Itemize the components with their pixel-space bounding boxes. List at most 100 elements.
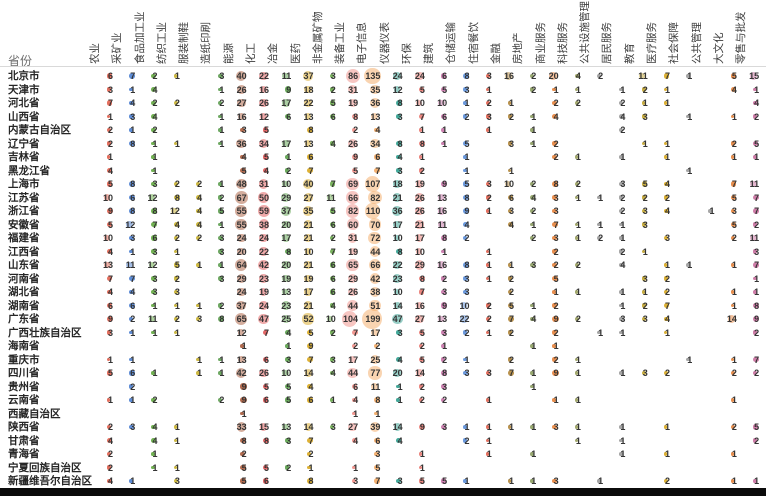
value-label: 19 xyxy=(281,273,292,284)
value-label: 14 xyxy=(303,368,314,378)
value-dot xyxy=(106,478,112,484)
value-label: 27 xyxy=(414,314,425,324)
value-label: 2 xyxy=(531,71,537,81)
value-label: 1 xyxy=(107,111,113,122)
value-label: 5 xyxy=(330,206,336,216)
value-label: 9 xyxy=(442,300,448,311)
value-dot xyxy=(730,87,736,92)
value-dot xyxy=(370,84,380,95)
value-dot xyxy=(396,330,401,335)
value-dot xyxy=(173,141,178,146)
value-dot xyxy=(418,128,423,132)
value-label: 4 xyxy=(152,111,158,122)
value-dot xyxy=(282,72,289,80)
value-dot xyxy=(418,289,425,295)
value-label: 1 xyxy=(219,354,225,365)
value-dot xyxy=(752,208,759,214)
value-label: 2 xyxy=(419,395,425,405)
value-dot xyxy=(641,303,646,308)
value-dot xyxy=(240,127,246,133)
value-label: 2 xyxy=(642,84,648,95)
value-label: 8 xyxy=(130,179,136,189)
value-dot xyxy=(374,411,378,416)
value-dot xyxy=(752,479,757,483)
value-dot xyxy=(596,235,602,241)
value-label: 11 xyxy=(125,260,136,270)
value-dot xyxy=(619,330,623,335)
value-label: 26 xyxy=(258,368,269,378)
row-label: 甘肃省 xyxy=(8,434,40,447)
value-label: 3 xyxy=(464,368,470,378)
value-label: 19 xyxy=(348,246,359,257)
value-dot xyxy=(369,299,381,312)
value-label: 77 xyxy=(370,368,381,378)
value-dot xyxy=(281,192,291,203)
value-label: 1 xyxy=(731,300,737,311)
value-dot xyxy=(663,425,668,429)
value-dot xyxy=(151,397,156,403)
value-dot xyxy=(129,181,135,187)
value-label: 2 xyxy=(464,233,470,243)
value-dot xyxy=(396,398,401,402)
value-dot xyxy=(303,71,314,81)
value-dot xyxy=(552,181,559,187)
value-label: 4 xyxy=(664,206,670,216)
value-label: 16 xyxy=(258,84,269,95)
value-dot xyxy=(619,87,623,92)
value-label: 7 xyxy=(130,273,136,284)
value-dot xyxy=(552,303,557,308)
value-label: 7 xyxy=(107,273,113,284)
value-dot xyxy=(258,138,269,149)
column-header: 化工 xyxy=(244,43,257,64)
value-dot xyxy=(351,411,356,416)
value-dot xyxy=(307,384,313,389)
value-label: 5 xyxy=(107,368,113,378)
value-dot xyxy=(507,263,512,267)
value-label: 3 xyxy=(509,138,515,149)
value-label: 16 xyxy=(504,71,515,81)
value-dot xyxy=(329,181,336,187)
value-label: 16 xyxy=(236,111,247,122)
value-dot xyxy=(530,208,535,214)
value-dot xyxy=(304,113,312,120)
value-label: 23 xyxy=(392,273,403,284)
value-label: 1 xyxy=(620,300,626,311)
value-label: 2 xyxy=(241,449,247,459)
value-dot xyxy=(619,222,623,227)
value-label: 1 xyxy=(419,125,425,135)
value-label: 10 xyxy=(102,192,113,203)
value-label: 2 xyxy=(553,260,559,270)
value-dot xyxy=(374,451,379,457)
value-label: 3 xyxy=(642,273,648,284)
value-dot xyxy=(505,180,512,188)
value-label: 6 xyxy=(286,111,292,122)
value-label: 3 xyxy=(219,233,225,243)
value-dot xyxy=(530,344,534,348)
value-dot xyxy=(369,421,381,433)
value-dot xyxy=(329,113,336,120)
value-label: 3 xyxy=(442,422,448,432)
value-label: 2 xyxy=(620,206,626,216)
value-label: 2 xyxy=(464,327,470,338)
value-dot xyxy=(329,303,335,308)
value-label: 5 xyxy=(419,327,425,338)
value-label: 6 xyxy=(263,395,269,405)
value-dot xyxy=(129,302,135,309)
value-dot xyxy=(364,203,380,219)
value-label: 1 xyxy=(575,233,581,243)
value-dot xyxy=(552,87,557,92)
value-dot xyxy=(530,425,534,429)
value-label: 1 xyxy=(375,408,381,419)
value-dot xyxy=(752,140,759,147)
value-label: 26 xyxy=(258,98,269,108)
value-label: 4 xyxy=(531,314,537,324)
value-dot xyxy=(240,383,247,390)
value-dot xyxy=(441,370,447,376)
value-label: 1 xyxy=(664,152,670,162)
value-dot xyxy=(218,73,223,79)
value-dot xyxy=(418,423,425,431)
value-dot xyxy=(441,113,447,120)
value-dot xyxy=(351,167,358,174)
value-label: 13 xyxy=(236,354,247,365)
value-label: 1 xyxy=(486,84,492,95)
